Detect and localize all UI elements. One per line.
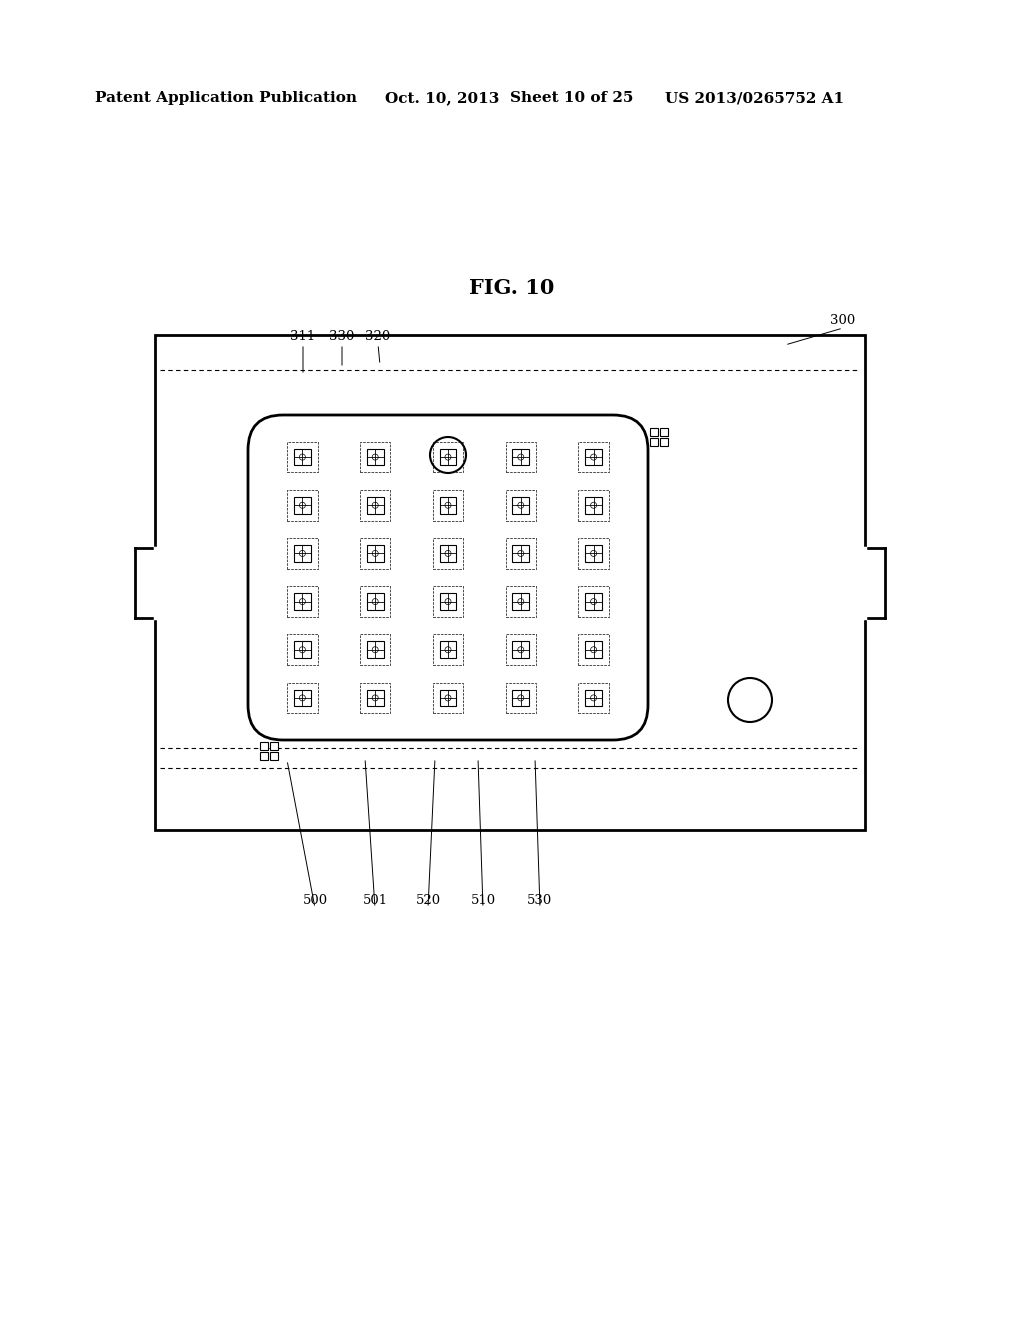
Bar <box>294 642 311 659</box>
Bar <box>439 689 457 706</box>
Text: 330: 330 <box>330 330 354 342</box>
Bar <box>287 490 317 520</box>
Text: 320: 320 <box>366 330 390 342</box>
Bar <box>579 490 609 520</box>
Bar <box>359 682 390 713</box>
Bar <box>367 496 384 513</box>
Bar <box>512 689 529 706</box>
Bar <box>433 586 463 616</box>
Bar <box>433 442 463 473</box>
Bar <box>433 490 463 520</box>
Bar <box>506 682 537 713</box>
Bar <box>579 682 609 713</box>
Bar <box>155 335 865 830</box>
Bar <box>650 438 658 446</box>
Bar <box>506 586 537 616</box>
Bar <box>660 438 668 446</box>
Text: 500: 500 <box>302 894 328 907</box>
Bar <box>287 682 317 713</box>
Bar <box>439 593 457 610</box>
Text: Patent Application Publication: Patent Application Publication <box>95 91 357 106</box>
Bar <box>260 742 268 750</box>
Bar <box>512 545 529 562</box>
Text: Sheet 10 of 25: Sheet 10 of 25 <box>510 91 634 106</box>
Bar <box>359 635 390 665</box>
FancyBboxPatch shape <box>248 414 648 741</box>
Bar <box>512 593 529 610</box>
Bar <box>287 635 317 665</box>
Bar <box>585 689 602 706</box>
Bar <box>585 593 602 610</box>
Bar <box>506 539 537 569</box>
Bar <box>512 496 529 513</box>
Bar <box>506 490 537 520</box>
Bar <box>433 539 463 569</box>
Bar <box>294 545 311 562</box>
Bar <box>359 539 390 569</box>
Bar <box>579 635 609 665</box>
Text: 530: 530 <box>527 894 553 907</box>
Bar <box>287 442 317 473</box>
Bar <box>660 428 668 436</box>
Bar <box>579 442 609 473</box>
Bar <box>579 539 609 569</box>
Bar <box>294 593 311 610</box>
Bar <box>433 635 463 665</box>
Bar <box>270 752 278 760</box>
Bar <box>367 545 384 562</box>
Bar <box>439 496 457 513</box>
Bar <box>512 642 529 659</box>
Bar <box>506 635 537 665</box>
Bar <box>512 449 529 466</box>
Bar <box>359 586 390 616</box>
Text: US 2013/0265752 A1: US 2013/0265752 A1 <box>665 91 844 106</box>
Bar <box>260 752 268 760</box>
Bar <box>294 496 311 513</box>
Bar <box>287 586 317 616</box>
Bar <box>585 449 602 466</box>
Bar <box>287 539 317 569</box>
Bar <box>439 449 457 466</box>
Text: FIG. 10: FIG. 10 <box>469 279 555 298</box>
Bar <box>270 742 278 750</box>
Bar <box>585 496 602 513</box>
Text: 510: 510 <box>470 894 496 907</box>
Bar <box>359 490 390 520</box>
Text: 300: 300 <box>830 314 856 326</box>
Text: Oct. 10, 2013: Oct. 10, 2013 <box>385 91 500 106</box>
Bar <box>579 586 609 616</box>
Text: 520: 520 <box>416 894 440 907</box>
Bar <box>585 545 602 562</box>
Bar <box>294 689 311 706</box>
Bar <box>359 442 390 473</box>
Text: 501: 501 <box>362 894 387 907</box>
Text: 311: 311 <box>291 330 315 342</box>
Bar <box>439 545 457 562</box>
Bar <box>294 449 311 466</box>
Bar <box>367 449 384 466</box>
Bar <box>650 428 658 436</box>
Bar <box>433 682 463 713</box>
Bar <box>367 593 384 610</box>
Bar <box>506 442 537 473</box>
Bar <box>367 689 384 706</box>
Bar <box>367 642 384 659</box>
Bar <box>439 642 457 659</box>
Bar <box>585 642 602 659</box>
